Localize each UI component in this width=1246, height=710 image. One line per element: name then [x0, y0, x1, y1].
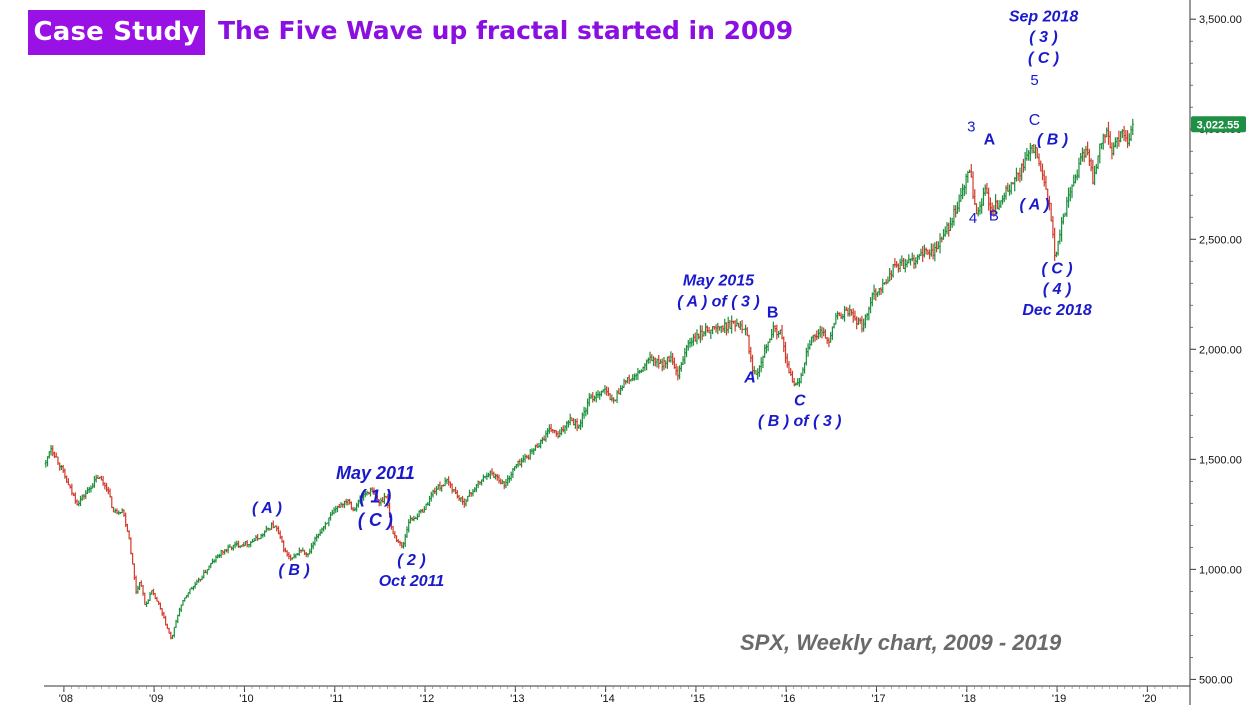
wave-annotation: B [767, 304, 779, 321]
x-tick-label: '14 [600, 693, 614, 705]
wave-annotation: C [794, 392, 806, 409]
wave-annotation: ( A ) of ( 3 ) [677, 293, 759, 310]
y-tick-label: 2,000.00 [1199, 344, 1242, 356]
x-tick-label: '08 [59, 693, 73, 705]
y-tick-label: 2,500.00 [1199, 234, 1242, 246]
x-tick-label: '17 [871, 693, 885, 705]
last-price-tag [1191, 116, 1246, 133]
wave-annotation: ( B ) [1037, 132, 1068, 149]
wave-annotation: A [743, 369, 756, 386]
x-tick-label: '13 [510, 693, 524, 705]
wave-annotation: ( C ) [1028, 50, 1059, 67]
wave-annotation: 4 [969, 210, 977, 227]
y-tick-label: 1,000.00 [1199, 564, 1242, 576]
wave-annotation: May 2011 [336, 463, 415, 483]
wave-annotation: ( A ) [252, 500, 282, 517]
wave-annotation: ( 4 ) [1043, 281, 1071, 298]
x-tick-label: '10 [239, 693, 253, 705]
x-tick-label: '11 [330, 693, 344, 705]
x-tick-label: '09 [149, 693, 163, 705]
wave-annotation: ( B ) [279, 562, 310, 579]
y-tick-label: 500.00 [1199, 674, 1233, 686]
wave-annotation: ( 1 ) [359, 487, 391, 507]
wave-annotation: ( B ) of ( 3 ) [758, 413, 842, 430]
wave-annotation: ( C ) [358, 510, 393, 530]
wave-annotation: May 2015 [683, 272, 755, 289]
x-tick-label: '16 [781, 693, 795, 705]
wave-annotation: Dec 2018 [1022, 302, 1091, 319]
wave-annotation: C [1029, 112, 1041, 129]
y-tick-label: 1,500.00 [1199, 454, 1242, 466]
x-tick-label: '15 [691, 693, 705, 705]
wave-annotation: B [989, 208, 999, 225]
case-study-badge: Case Study [28, 10, 205, 55]
x-tick-label: '18 [962, 693, 976, 705]
wave-annotation: ( A ) [1020, 197, 1050, 214]
wave-annotation: ( C ) [1042, 260, 1073, 277]
wave-annotation: Sep 2018 [1009, 8, 1078, 25]
last-price-label: 3,022.55 [1197, 119, 1240, 131]
wave-annotation: ( 2 ) [397, 552, 425, 569]
y-tick-label: 3,500.00 [1199, 14, 1242, 26]
wave-annotation: A [984, 132, 996, 149]
x-tick-label: '19 [1052, 693, 1066, 705]
wave-annotation: 3 [967, 118, 975, 135]
wave-annotation: 5 [1030, 72, 1038, 89]
x-tick-label: '20 [1142, 693, 1156, 705]
wave-annotation: ( 3 ) [1029, 29, 1057, 46]
chart-caption: SPX, Weekly chart, 2009 - 2019 [740, 630, 1062, 655]
x-tick-label: '12 [420, 693, 434, 705]
chart-headline: The Five Wave up fractal started in 2009 [218, 16, 794, 45]
wave-annotation: Oct 2011 [379, 573, 445, 590]
